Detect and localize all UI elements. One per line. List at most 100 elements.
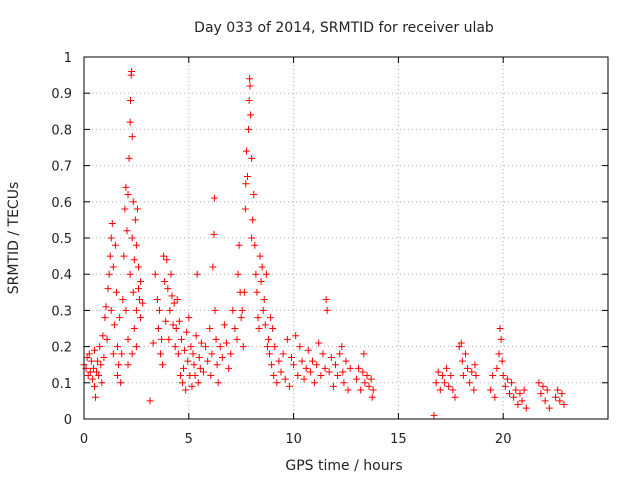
data-point bbox=[134, 263, 142, 271]
data-point bbox=[134, 285, 142, 293]
data-point bbox=[185, 314, 193, 322]
data-point bbox=[466, 379, 474, 387]
data-point bbox=[329, 382, 337, 390]
data-point bbox=[269, 325, 277, 332]
data-point bbox=[242, 147, 250, 155]
data-point bbox=[109, 350, 117, 358]
data-point bbox=[115, 361, 123, 369]
data-point bbox=[208, 350, 216, 358]
data-point bbox=[119, 296, 127, 304]
data-point bbox=[510, 393, 518, 401]
data-point bbox=[106, 252, 114, 260]
data-point bbox=[92, 393, 100, 401]
data-point bbox=[223, 339, 231, 347]
data-point bbox=[177, 335, 185, 343]
data-point bbox=[139, 299, 147, 307]
data-point bbox=[218, 353, 226, 361]
data-point bbox=[158, 335, 166, 343]
data-point bbox=[522, 404, 530, 412]
data-point bbox=[229, 306, 237, 314]
data-point bbox=[204, 357, 212, 365]
data-point bbox=[109, 263, 117, 271]
data-point bbox=[120, 252, 128, 260]
data-point bbox=[471, 361, 479, 369]
data-point bbox=[90, 346, 98, 354]
data-point bbox=[213, 361, 221, 369]
data-point bbox=[123, 227, 131, 235]
data-point bbox=[298, 357, 306, 365]
data-point bbox=[512, 386, 520, 394]
data-point bbox=[225, 364, 233, 372]
data-point bbox=[108, 220, 116, 228]
data-point bbox=[254, 314, 262, 322]
y-tick-label: 0.2 bbox=[51, 341, 72, 356]
data-point bbox=[472, 372, 480, 380]
data-point bbox=[338, 343, 346, 351]
data-point bbox=[520, 386, 528, 394]
data-point bbox=[90, 382, 98, 390]
data-point bbox=[518, 397, 526, 405]
data-point bbox=[102, 303, 110, 311]
data-point bbox=[171, 343, 179, 351]
data-point bbox=[543, 386, 551, 394]
data-point bbox=[110, 321, 118, 329]
chart-title: Day 033 of 2014, SRMTID for receiver ula… bbox=[194, 20, 494, 36]
data-point bbox=[114, 372, 122, 380]
data-point bbox=[207, 372, 215, 380]
data-point bbox=[192, 332, 200, 340]
data-point bbox=[447, 372, 455, 380]
data-point bbox=[124, 191, 132, 199]
data-point bbox=[176, 372, 184, 380]
data-point bbox=[183, 328, 191, 336]
data-point bbox=[107, 234, 115, 242]
data-point bbox=[243, 172, 251, 180]
data-point bbox=[315, 339, 323, 347]
axis-ticks: 00.10.20.30.40.50.60.70.80.910 5 10 15 20 bbox=[51, 51, 608, 447]
data-point bbox=[539, 382, 547, 390]
y-tick-label: 0.5 bbox=[51, 232, 72, 247]
data-point bbox=[294, 372, 302, 380]
data-point bbox=[182, 386, 190, 394]
data-point bbox=[430, 411, 438, 419]
data-point bbox=[438, 372, 446, 380]
x-tick-label: 20 bbox=[495, 432, 512, 447]
data-point bbox=[247, 111, 255, 119]
data-point bbox=[211, 306, 219, 314]
data-point bbox=[238, 306, 246, 314]
data-point bbox=[122, 306, 130, 314]
data-point bbox=[503, 375, 511, 383]
data-point bbox=[99, 332, 107, 340]
data-point bbox=[83, 353, 91, 361]
data-point bbox=[128, 67, 136, 75]
data-point bbox=[169, 321, 177, 329]
data-point bbox=[251, 241, 259, 249]
data-point bbox=[461, 350, 469, 358]
data-point bbox=[231, 325, 239, 332]
data-point bbox=[327, 353, 335, 361]
data-point bbox=[237, 314, 245, 322]
data-point bbox=[103, 335, 111, 343]
data-point bbox=[164, 285, 172, 293]
data-point bbox=[197, 339, 205, 347]
data-point bbox=[355, 364, 363, 372]
data-point bbox=[552, 393, 560, 401]
data-point bbox=[357, 386, 365, 394]
data-point bbox=[336, 350, 344, 358]
data-point bbox=[137, 314, 145, 322]
data-point bbox=[271, 343, 279, 351]
data-point bbox=[233, 335, 241, 343]
data-point bbox=[346, 364, 354, 372]
data-point bbox=[290, 361, 298, 369]
data-point bbox=[449, 386, 457, 394]
data-point bbox=[451, 393, 459, 401]
data-point bbox=[245, 96, 253, 104]
data-point bbox=[360, 350, 368, 358]
data-point bbox=[285, 382, 293, 390]
data-point bbox=[210, 230, 218, 238]
data-point bbox=[105, 270, 113, 278]
data-point bbox=[112, 288, 120, 296]
data-point bbox=[259, 306, 267, 314]
data-point bbox=[256, 252, 264, 260]
data-point bbox=[146, 397, 154, 405]
data-point bbox=[558, 390, 566, 398]
